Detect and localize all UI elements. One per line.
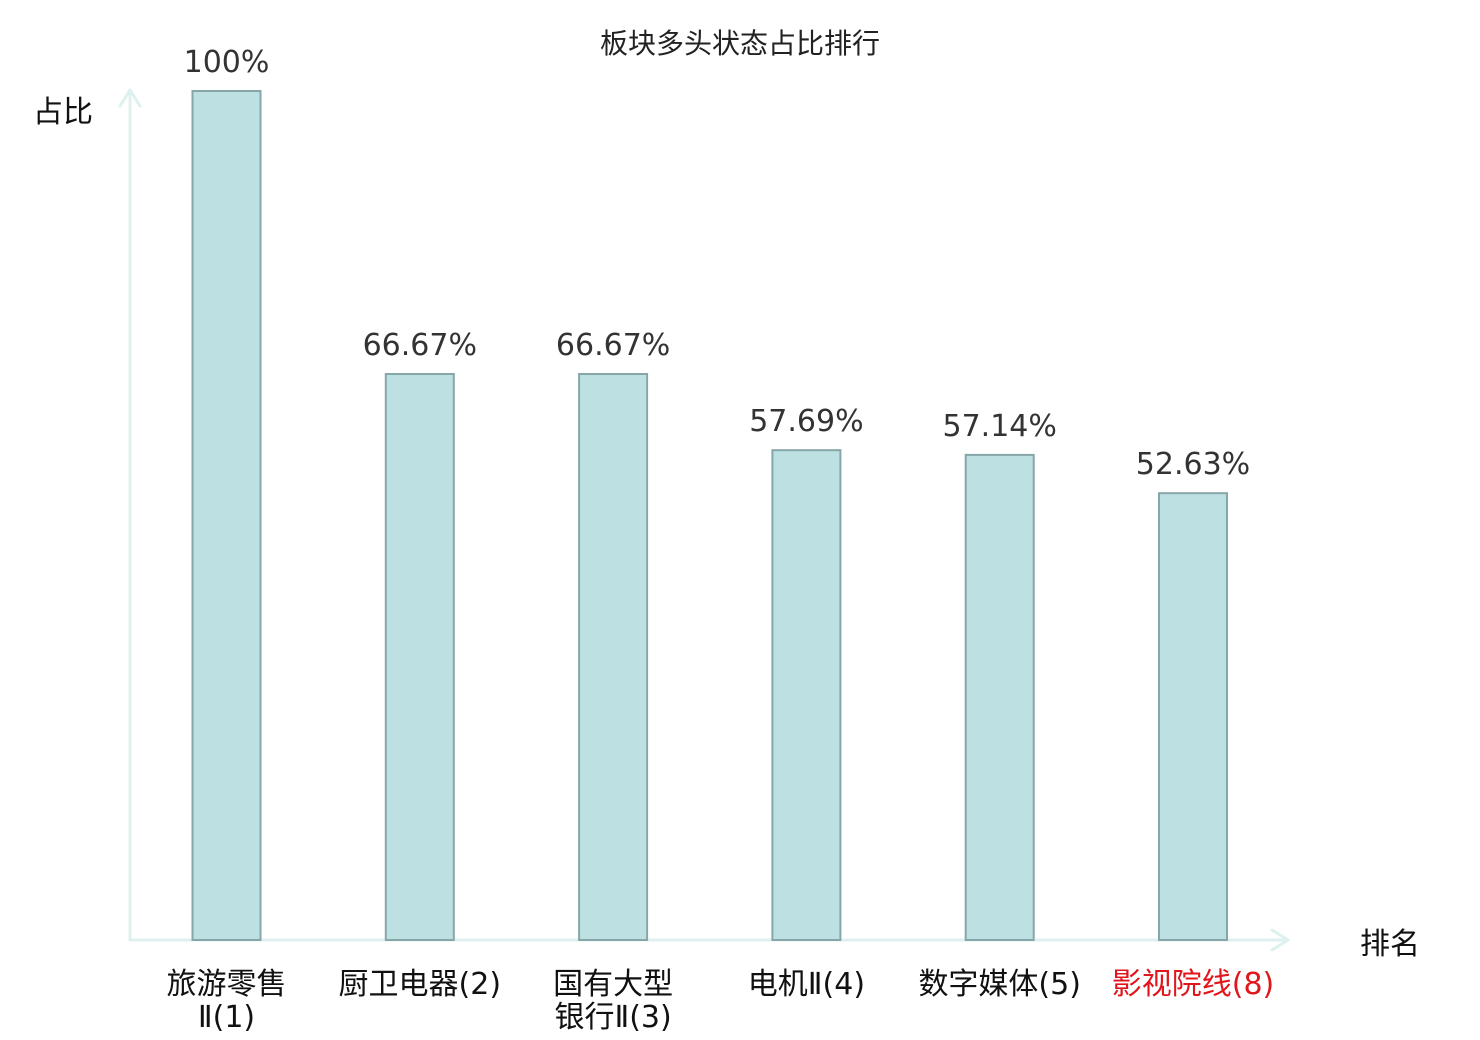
x-axis-arrowhead xyxy=(1270,928,1290,952)
x-axis-label: 排名 xyxy=(1360,927,1420,962)
bar-6 xyxy=(1158,492,1228,941)
bar-5 xyxy=(964,453,1035,941)
category-label-1: 旅游零售 Ⅱ(1) xyxy=(167,967,287,1035)
bar-4 xyxy=(771,449,842,941)
category-label-line: Ⅱ(1) xyxy=(198,1000,255,1035)
value-labels-group: 100% 66.67% 66.67% 57.69% 57.14% 52.63% xyxy=(184,45,1251,482)
value-label-4: 57.69% xyxy=(749,404,863,439)
category-label-4: 电机Ⅱ(4) xyxy=(748,967,865,1002)
chart-title: 板块多头状态占比排行 xyxy=(600,27,880,60)
value-label-3: 66.67% xyxy=(556,328,670,363)
bar-1 xyxy=(191,90,262,941)
value-label-1: 100% xyxy=(184,45,270,80)
category-label-5: 数字媒体(5) xyxy=(918,967,1081,1002)
category-label-line: 数字媒体(5) xyxy=(918,967,1081,1002)
value-label-6: 52.63% xyxy=(1136,447,1250,482)
category-label-2: 厨卫电器(2) xyxy=(339,967,502,1002)
y-axis-label: 占比 xyxy=(33,95,93,130)
axes xyxy=(118,88,1290,952)
bar-3 xyxy=(578,373,649,941)
y-axis-arrowhead xyxy=(118,88,142,108)
value-label-2: 66.67% xyxy=(363,328,477,363)
category-label-3: 国有大型银行Ⅱ(3) xyxy=(553,967,673,1035)
category-label-6: 影视院线(8) xyxy=(1112,967,1275,1002)
category-label-line: 影视院线(8) xyxy=(1112,967,1275,1002)
category-label-line: 银行Ⅱ(3) xyxy=(554,1000,671,1035)
category-label-line: 电机Ⅱ(4) xyxy=(748,967,865,1002)
category-label-line: 厨卫电器(2) xyxy=(339,967,502,1002)
category-labels-group: 旅游零售 Ⅱ(1) 厨卫电器(2) 国有大型银行Ⅱ(3) 电机Ⅱ(4) 数字媒体(5) 影视… xyxy=(167,967,1275,1035)
value-label-5: 57.14% xyxy=(943,409,1057,444)
category-label-line: 国有大型 xyxy=(553,967,673,1002)
bars-group xyxy=(191,90,1228,941)
bar-2 xyxy=(384,373,455,941)
category-label-line: 旅游零售 xyxy=(167,967,287,1002)
